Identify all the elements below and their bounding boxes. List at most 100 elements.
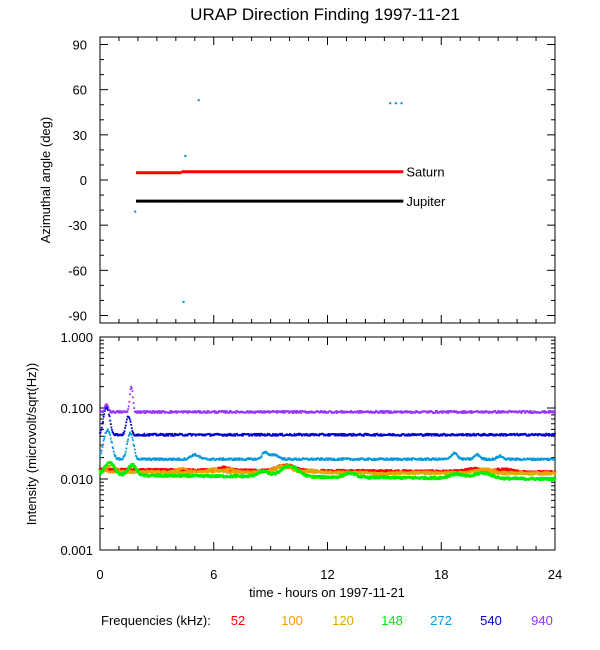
intensity-point — [381, 434, 383, 437]
intensity-point — [499, 433, 501, 435]
intensity-point — [336, 470, 338, 473]
intensity-point — [221, 434, 224, 437]
intensity-point — [310, 433, 313, 435]
intensity-point — [373, 471, 376, 474]
intensity-point — [129, 393, 131, 396]
intensity-point — [360, 470, 362, 473]
intensity-point — [541, 474, 544, 476]
intensity-point — [255, 473, 258, 477]
intensity-point — [223, 433, 226, 436]
intensity-point — [396, 457, 398, 460]
intensity-point — [126, 410, 129, 413]
intensity-point — [125, 447, 128, 450]
intensity-point — [102, 439, 105, 442]
intensity-point — [130, 385, 133, 388]
intensity-point — [425, 434, 428, 437]
intensity-point — [515, 433, 518, 436]
intensity-point — [482, 433, 485, 435]
intensity-point — [106, 466, 109, 469]
intensity-point — [154, 457, 157, 460]
intensity-point — [432, 433, 435, 436]
intensity-point — [212, 457, 215, 460]
intensity-point — [345, 457, 348, 460]
intensity-point — [108, 431, 110, 433]
intensity-point — [105, 407, 107, 410]
intensity-point — [277, 467, 280, 470]
intensity-point — [324, 472, 327, 475]
intensity-point — [428, 434, 431, 437]
intensity-point — [391, 473, 394, 476]
intensity-point — [124, 424, 127, 427]
intensity-point — [234, 434, 237, 437]
intensity-point — [522, 472, 525, 474]
intensity-point — [170, 434, 173, 437]
intensity-point — [216, 468, 219, 471]
intensity-point — [279, 456, 282, 459]
intensity-point — [333, 433, 335, 436]
intensity-point — [164, 434, 167, 437]
intensity-point — [104, 465, 108, 468]
intensity-point — [485, 468, 488, 471]
intensity-point — [341, 459, 344, 462]
intensity-point — [201, 456, 204, 459]
intensity-point — [378, 476, 381, 480]
intensity-point — [348, 457, 351, 460]
intensity-point — [173, 434, 176, 437]
intensity-point — [487, 433, 490, 436]
intensity-point — [160, 411, 163, 414]
intensity-point — [131, 471, 134, 474]
intensity-point — [114, 434, 116, 437]
intensity-point — [263, 433, 266, 436]
intensity-point — [363, 470, 365, 473]
intensity-point — [169, 471, 172, 473]
intensity-point — [185, 472, 188, 475]
intensity-point — [172, 459, 174, 461]
intensity-point — [109, 411, 112, 413]
intensity-point — [112, 431, 115, 434]
intensity-point — [406, 457, 409, 460]
intensity-point — [492, 459, 495, 461]
intensity-point — [337, 471, 340, 473]
intensity-point — [175, 468, 178, 470]
intensity-point — [461, 459, 464, 462]
intensity-point — [272, 468, 274, 471]
intensity-point — [344, 473, 348, 476]
intensity-point — [349, 470, 353, 474]
azimuth-ticks — [99, 37, 556, 323]
intensity-point — [275, 467, 277, 470]
intensity-point — [193, 454, 195, 457]
intensity-point — [254, 470, 256, 472]
intensity-point — [109, 423, 112, 426]
intensity-point — [295, 457, 298, 460]
intensity-point — [477, 432, 480, 435]
intensity-point — [278, 455, 281, 458]
intensity-point — [103, 437, 106, 440]
intensity-point — [488, 434, 491, 437]
intensity-point — [531, 458, 534, 460]
intensity-point — [108, 415, 111, 418]
intensity-point — [125, 471, 128, 474]
intensity-point — [149, 458, 152, 461]
intensity-point — [385, 457, 388, 460]
intensity-point — [475, 434, 477, 437]
intensity-point — [409, 471, 412, 474]
intensity-point — [170, 433, 173, 436]
intensity-point — [227, 457, 230, 460]
intensity-point — [108, 409, 111, 412]
intensity-point — [157, 458, 160, 461]
intensity-point — [276, 465, 279, 467]
intensity-point — [170, 470, 173, 473]
intensity-point — [160, 457, 163, 460]
intensity-point — [106, 428, 109, 431]
intensity-point — [148, 433, 150, 435]
intensity-point — [504, 470, 507, 473]
intensity-point — [161, 433, 164, 436]
intensity-point — [120, 410, 123, 413]
intensity-point — [99, 431, 102, 434]
intensity-point — [193, 411, 196, 413]
intensity-point — [491, 433, 494, 436]
intensity-point — [190, 455, 193, 458]
intensity-point — [191, 410, 194, 413]
